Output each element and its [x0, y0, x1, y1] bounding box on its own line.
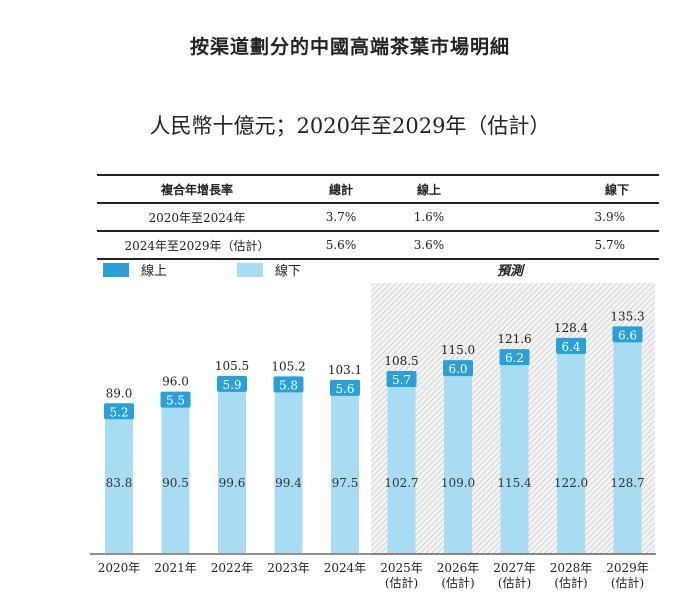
total-label: 103.1	[328, 363, 362, 377]
x-tick-label: 2028年	[550, 561, 593, 575]
forecast-label: 預測	[497, 264, 524, 279]
online-label: 5.9	[222, 378, 241, 392]
x-tick-label: 2021年	[154, 561, 197, 575]
online-label: 6.0	[448, 362, 467, 376]
bar-online	[330, 379, 360, 396]
legend-label-online: 線上	[141, 264, 168, 279]
chart-title: 按渠道劃分的中國高端茶葉市場明細	[189, 36, 510, 58]
bar-offline	[105, 405, 133, 553]
bar-online	[499, 349, 530, 366]
cell: 5.6%	[297, 231, 385, 260]
table-row: 2024年至2029年（估計） 5.6% 3.6% 5.7%	[97, 231, 659, 260]
x-tick-label: (估計)	[554, 575, 587, 590]
cell: 1.6%	[384, 203, 473, 232]
bar-offline	[444, 362, 472, 553]
total-label: 89.0	[106, 386, 133, 400]
bar-offline	[613, 328, 642, 553]
cell: 3.9%	[472, 203, 659, 232]
legend-offline: 線下	[237, 260, 301, 279]
header-offline: 線下	[472, 174, 659, 204]
total-label: 108.5	[384, 354, 418, 368]
header-total: 總計	[297, 174, 385, 204]
offline-label: 109.0	[441, 476, 475, 490]
online-label: 5.5	[166, 394, 185, 408]
x-tick-label: 2023年	[267, 561, 310, 575]
bar-online	[443, 360, 473, 377]
cagr-table: 複合年增長率 總計 線上 線下 2020年至2024年 3.7% 1.6% 3.…	[97, 174, 659, 260]
total-label: 128.4	[554, 321, 589, 335]
header-online: 線上	[384, 174, 473, 204]
bar-offline	[331, 381, 359, 553]
bar-online	[612, 326, 643, 343]
bar-online	[556, 337, 586, 354]
offline-label: 99.4	[275, 476, 302, 490]
bar-online	[160, 391, 191, 408]
bar-offline	[557, 339, 585, 553]
online-label: 6.2	[505, 351, 524, 365]
x-tick-label: 2020年	[98, 561, 141, 575]
online-label: 5.2	[109, 405, 128, 419]
online-label: 5.6	[335, 382, 354, 396]
bar-offline	[500, 351, 529, 553]
x-tick-label: (估計)	[498, 575, 531, 590]
offline-label: 99.6	[219, 476, 246, 490]
offline-label: 122.0	[554, 476, 588, 490]
header-cagr: 複合年增長率	[97, 174, 297, 204]
chart-subtitle: 人民幣十億元；2020年至2029年（估計）	[149, 114, 551, 138]
offline-label: 128.7	[610, 476, 644, 490]
bar-online	[273, 376, 304, 393]
total-label: 135.3	[610, 309, 644, 323]
x-tick-label: 2027年	[493, 561, 536, 575]
bar-offline	[387, 373, 416, 553]
cell: 2020年至2024年	[97, 203, 297, 232]
legend-swatch-offline	[237, 262, 263, 277]
cell: 3.6%	[384, 231, 473, 260]
bar-online	[104, 403, 134, 420]
x-tick-label: 2026年	[437, 561, 480, 575]
offline-label: 83.8	[106, 476, 133, 490]
online-label: 5.7	[392, 373, 411, 387]
bar-offline	[218, 377, 246, 553]
bar-online	[217, 375, 247, 392]
x-tick-label: (估計)	[441, 575, 474, 590]
cell: 3.7%	[297, 203, 385, 232]
table-row: 2020年至2024年 3.7% 1.6% 3.9%	[97, 203, 659, 232]
total-label: 121.6	[497, 332, 531, 346]
x-tick-label: 2025年	[380, 561, 423, 575]
offline-label: 90.5	[162, 476, 189, 490]
offline-label: 115.4	[497, 476, 532, 490]
x-tick-label: (估計)	[611, 575, 644, 590]
total-label: 105.5	[215, 359, 249, 373]
offline-label: 102.7	[384, 476, 418, 490]
bar-offline	[161, 393, 190, 553]
total-label: 105.2	[271, 359, 305, 373]
x-tick-label: 2024年	[324, 561, 367, 575]
cell: 2024年至2029年（估計）	[97, 231, 297, 260]
legend-swatch-online	[103, 262, 129, 277]
offline-label: 97.5	[332, 476, 359, 490]
total-label: 96.0	[162, 375, 189, 389]
legend-label-offline: 線下	[275, 264, 302, 279]
online-label: 6.4	[561, 340, 580, 354]
online-label: 5.8	[279, 378, 298, 392]
x-tick-label: 2022年	[211, 561, 254, 575]
total-label: 115.0	[441, 343, 475, 357]
legend-online: 線上	[103, 260, 167, 279]
x-tick-label: 2029年	[606, 561, 649, 575]
cell: 5.7%	[472, 231, 659, 260]
bar-offline	[274, 378, 303, 553]
online-label: 6.6	[618, 328, 637, 342]
bar-online	[386, 371, 417, 388]
x-tick-label: (估計)	[385, 575, 418, 590]
